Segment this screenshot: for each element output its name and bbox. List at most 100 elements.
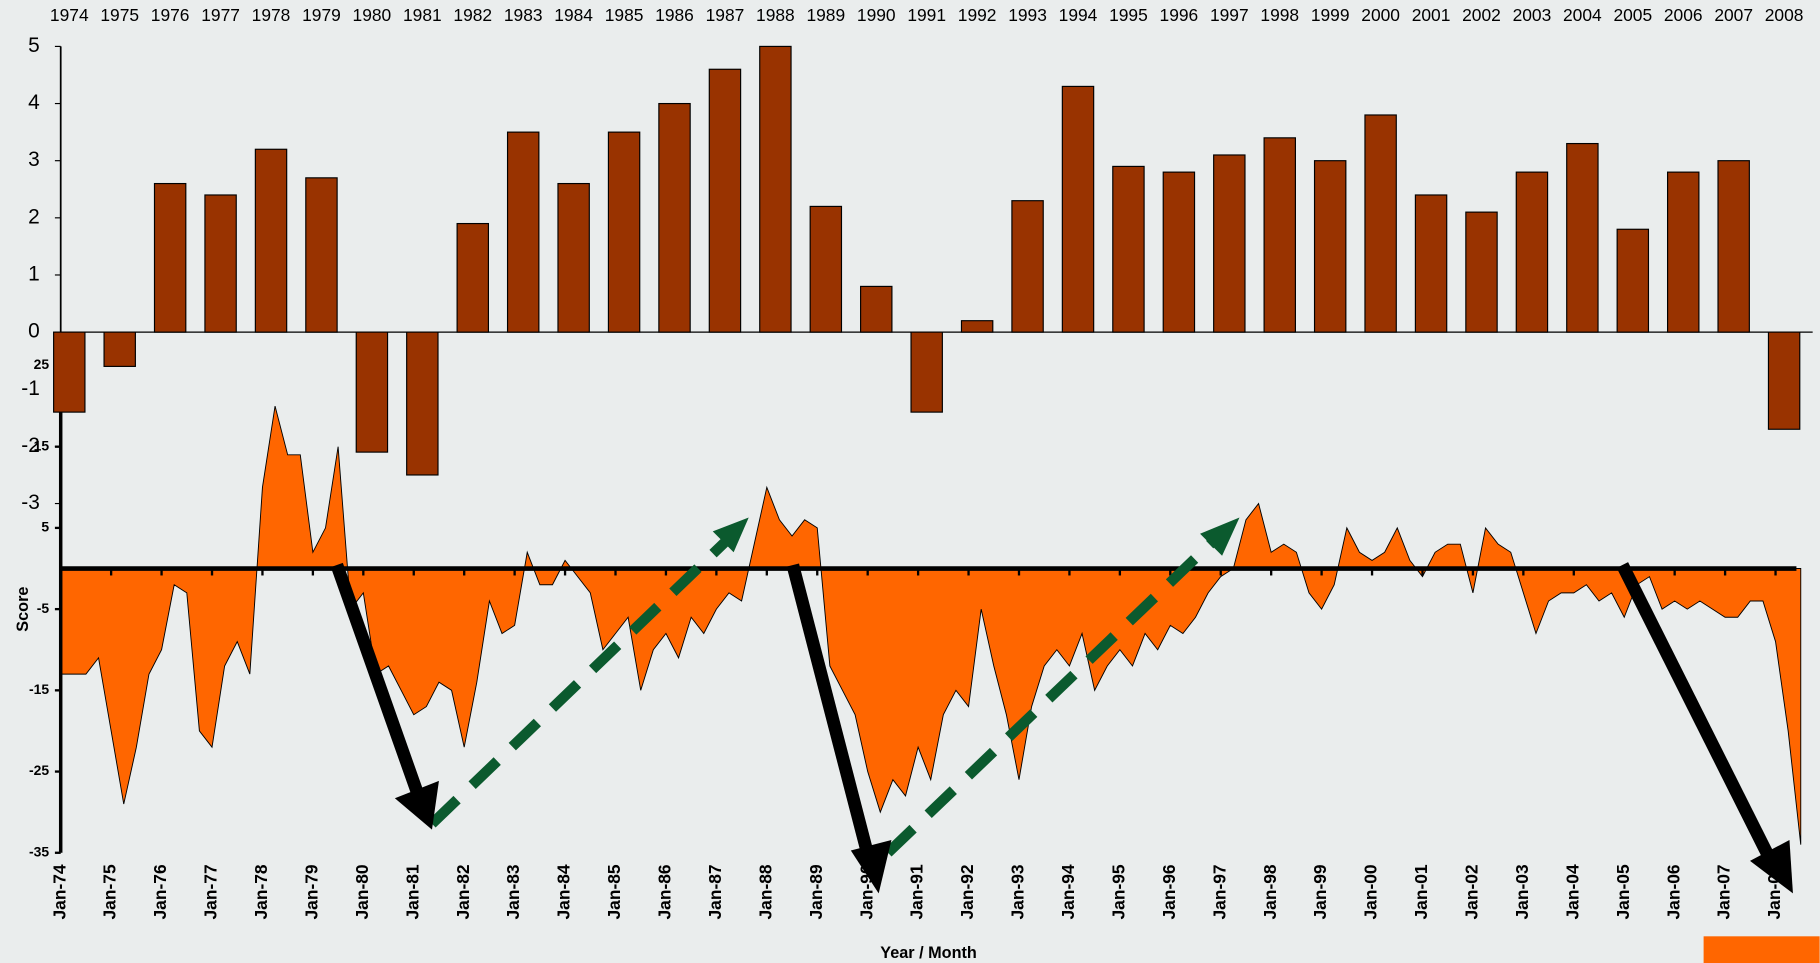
bar	[658, 102, 691, 333]
bar	[1263, 137, 1296, 333]
bar	[1313, 160, 1347, 333]
bar	[204, 194, 237, 333]
y-axis-label: Score	[14, 587, 32, 632]
y-tick-label: 2	[28, 205, 40, 228]
arrow-head	[712, 517, 749, 553]
arrow-head	[1750, 840, 1793, 894]
x-tick-label: 1975	[100, 5, 139, 25]
x-tick-label: Jan-86	[655, 864, 675, 919]
bar	[1515, 171, 1549, 333]
arrow-head	[394, 780, 439, 830]
bar	[506, 131, 540, 333]
x-tick-label: 1978	[252, 5, 291, 25]
x-tick-label: 1988	[756, 5, 795, 25]
bar	[708, 68, 742, 333]
bar	[1717, 160, 1750, 333]
score-area	[60, 405, 1802, 845]
x-tick-label: Jan-83	[503, 864, 523, 919]
x-tick-label: Jan-98	[1260, 864, 1280, 919]
x-tick-label: 1989	[806, 5, 845, 25]
bar	[759, 45, 792, 333]
bar	[103, 331, 136, 367]
bar	[1566, 142, 1599, 333]
x-tick-label: Jan-07	[1714, 864, 1734, 919]
x-tick-label: Jan-95	[1108, 864, 1128, 919]
y-tick-label: -25	[29, 762, 49, 778]
y-tick-label: 25	[34, 356, 50, 372]
x-tick-label: 1990	[857, 5, 896, 25]
x-tick-label: 2006	[1664, 5, 1703, 25]
x-tick-label: Jan-93	[1008, 864, 1028, 919]
y-tick-label: 5	[28, 34, 40, 57]
x-tick-label: 2008	[1765, 5, 1804, 25]
bar	[607, 131, 641, 333]
x-tick-label: 2005	[1613, 5, 1652, 25]
bar	[406, 331, 439, 476]
y-tick-label: -15	[29, 681, 49, 697]
x-tick-label: Jan-05	[1613, 864, 1633, 919]
y-tick-label: 15	[34, 437, 50, 453]
bar	[1162, 171, 1196, 333]
x-tick-label: 1998	[1260, 5, 1299, 25]
x-tick-label: 1994	[1059, 5, 1098, 25]
x-tick-label: Jan-91	[907, 864, 927, 919]
x-tick-label: Jan-87	[705, 864, 725, 919]
y-tick-label: 0	[28, 320, 40, 343]
score-chart: -35 -25 -15 -5 5 15 25 Jan-74 Jan-75 Jan-76 Jan-77…	[29, 356, 1802, 919]
x-tick-label: Jan-03	[1512, 864, 1532, 919]
x-tick-label: 2004	[1563, 5, 1602, 25]
y-tick-label: -3	[21, 491, 40, 514]
x-tick-label: 1981	[403, 5, 442, 25]
bar	[1213, 154, 1246, 333]
bar	[910, 331, 943, 413]
bar-chart: -3 -2 -1 0 1 2 3 4 5 1974 1975 1976 1977 1978 1979 1980…	[21, 5, 1813, 514]
x-tick-label: 1984	[554, 5, 593, 25]
x-tick-label: 1977	[201, 5, 240, 25]
bar	[1011, 200, 1044, 333]
bar	[305, 177, 338, 333]
x-tick-label: 1974	[50, 5, 89, 25]
x-tick-label: Jan-74	[49, 864, 69, 919]
x-tick-label: 1980	[353, 5, 392, 25]
y-tick-label: 4	[28, 91, 40, 114]
bar	[1666, 171, 1700, 333]
x-tick-label: 2003	[1513, 5, 1552, 25]
y-tick-label: -1	[21, 377, 40, 400]
y-tick-label: -5	[37, 600, 50, 616]
x-tick-label: 1997	[1210, 5, 1249, 25]
x-tick-label: 1996	[1160, 5, 1199, 25]
x-tick-label: 1979	[302, 5, 341, 25]
bar	[1616, 228, 1650, 333]
x-tick-label: Jan-76	[150, 864, 170, 919]
bar	[557, 182, 590, 333]
x-tick-label: Jan-79	[301, 864, 321, 919]
bar	[53, 331, 86, 413]
x-tick-label: Jan-84	[554, 864, 574, 919]
bar	[1061, 85, 1095, 333]
x-tick-label: Jan-80	[352, 864, 372, 919]
x-tick-label: 1993	[1008, 5, 1047, 25]
x-tick-label: 2007	[1714, 5, 1753, 25]
x-tick-label: Jan-97	[1209, 864, 1229, 919]
solid-arrow	[330, 562, 1776, 862]
x-tick-label: Jan-04	[1562, 864, 1582, 919]
x-tick-label: Jan-94	[1058, 864, 1078, 919]
x-tick-label: 2002	[1462, 5, 1501, 25]
x-tick-label: 1982	[453, 5, 492, 25]
arrow-head	[850, 840, 892, 894]
bar	[456, 222, 490, 333]
x-tick-label: Jan-75	[100, 864, 120, 919]
x-tick-label: Jan-92	[957, 864, 977, 919]
bar	[860, 285, 893, 333]
x-tick-label: 1985	[605, 5, 644, 25]
x-tick-label: Jan-96	[1159, 864, 1179, 919]
y-tick-label: -35	[29, 843, 49, 859]
y-tick-label: 5	[41, 519, 49, 535]
x-tick-label: Jan-99	[1310, 864, 1330, 919]
x-tick-label: Jan-00	[1361, 864, 1381, 919]
x-tick-label: Jan-06	[1663, 864, 1683, 919]
x-tick-label: 1976	[151, 5, 190, 25]
x-tick-label: 2000	[1361, 5, 1400, 25]
